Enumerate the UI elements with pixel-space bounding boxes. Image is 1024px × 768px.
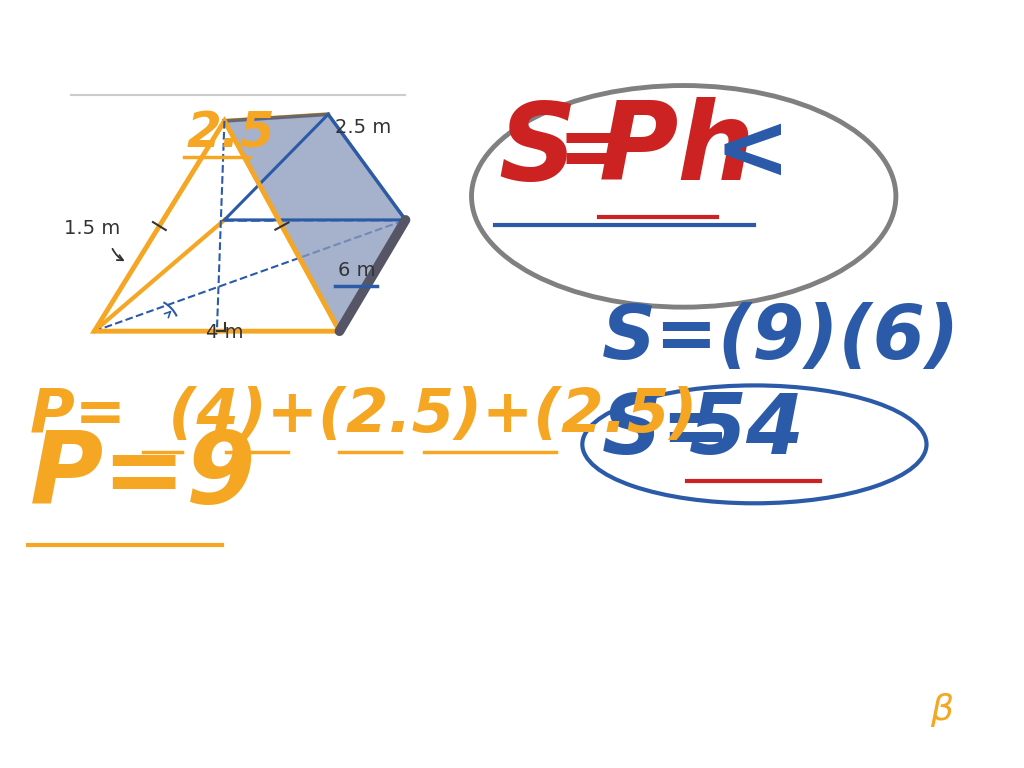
Text: 6 m: 6 m — [338, 261, 375, 280]
Text: P=9: P=9 — [30, 427, 257, 524]
Text: 2.5 m: 2.5 m — [335, 118, 391, 137]
Text: <: < — [715, 108, 791, 197]
Text: 1.5 m: 1.5 m — [65, 219, 121, 238]
Text: S: S — [498, 98, 575, 204]
Text: =: = — [556, 108, 632, 197]
Text: S=: S= — [602, 390, 731, 471]
Text: P=  (4)+(2.5)+(2.5): P= (4)+(2.5)+(2.5) — [30, 386, 697, 445]
Text: S=(9)(6): S=(9)(6) — [602, 303, 959, 376]
Text: 4 m: 4 m — [206, 323, 243, 342]
Text: 2.5: 2.5 — [186, 109, 275, 157]
Text: Ph: Ph — [599, 98, 756, 204]
Text: β: β — [930, 693, 952, 727]
Polygon shape — [224, 114, 406, 331]
Text: 54: 54 — [688, 390, 805, 471]
